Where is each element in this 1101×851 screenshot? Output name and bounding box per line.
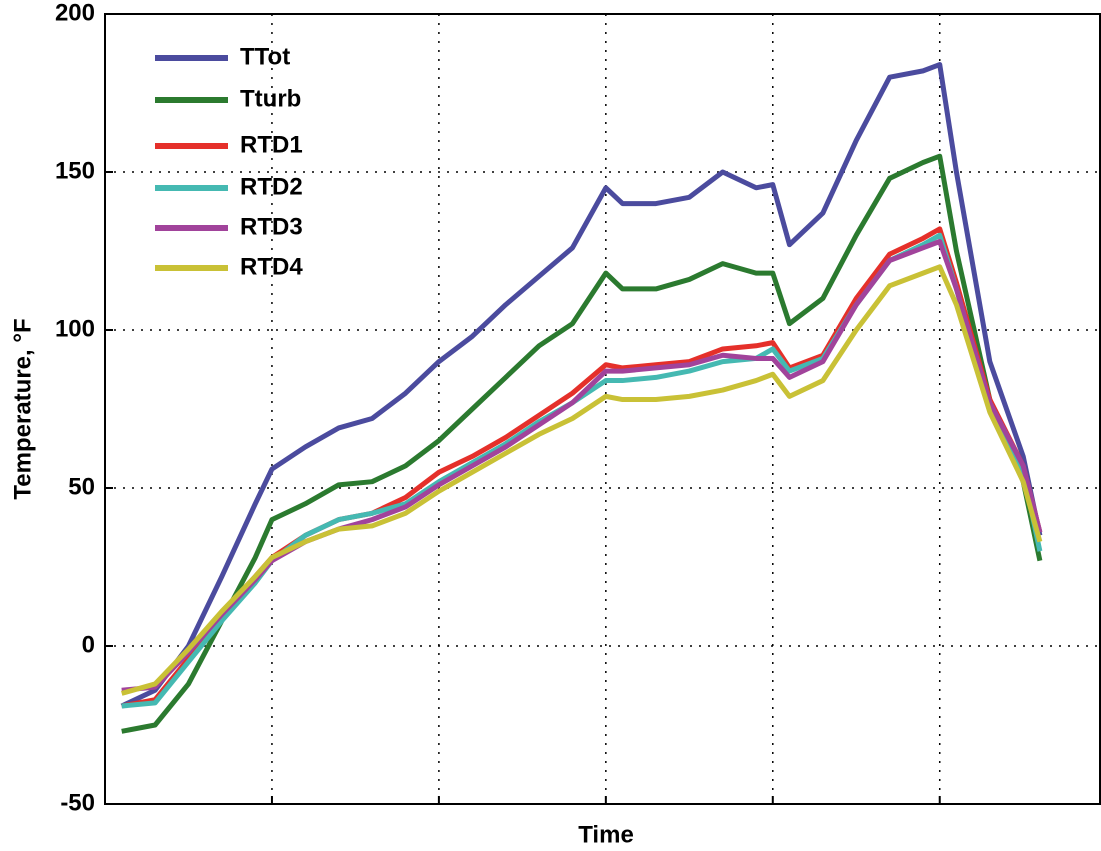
series-line bbox=[120, 62, 1043, 709]
legend-text: RTD3 bbox=[240, 213, 303, 240]
legend-text: RTD2 bbox=[240, 173, 303, 200]
plot-frame bbox=[104, 13, 1101, 805]
series-line bbox=[121, 232, 1043, 709]
x-axis-label: Time bbox=[578, 821, 634, 848]
y-tick-label: 0 bbox=[82, 631, 95, 658]
y-tick-label: 150 bbox=[55, 157, 95, 184]
y-tick-label: -50 bbox=[60, 789, 95, 816]
legend-text: RTD1 bbox=[240, 131, 303, 158]
series-line bbox=[121, 264, 1043, 696]
legend-text: TTot bbox=[240, 43, 290, 70]
series-line bbox=[121, 153, 1043, 734]
legend-text: Tturb bbox=[240, 85, 301, 112]
y-tick-label: 100 bbox=[55, 315, 95, 342]
y-axis-label: Temperature, °F bbox=[9, 318, 36, 499]
series-line bbox=[121, 226, 1043, 709]
y-tick-label: 200 bbox=[55, 0, 95, 26]
legend-text: RTD4 bbox=[240, 253, 303, 280]
y-tick-label: 50 bbox=[68, 473, 95, 500]
